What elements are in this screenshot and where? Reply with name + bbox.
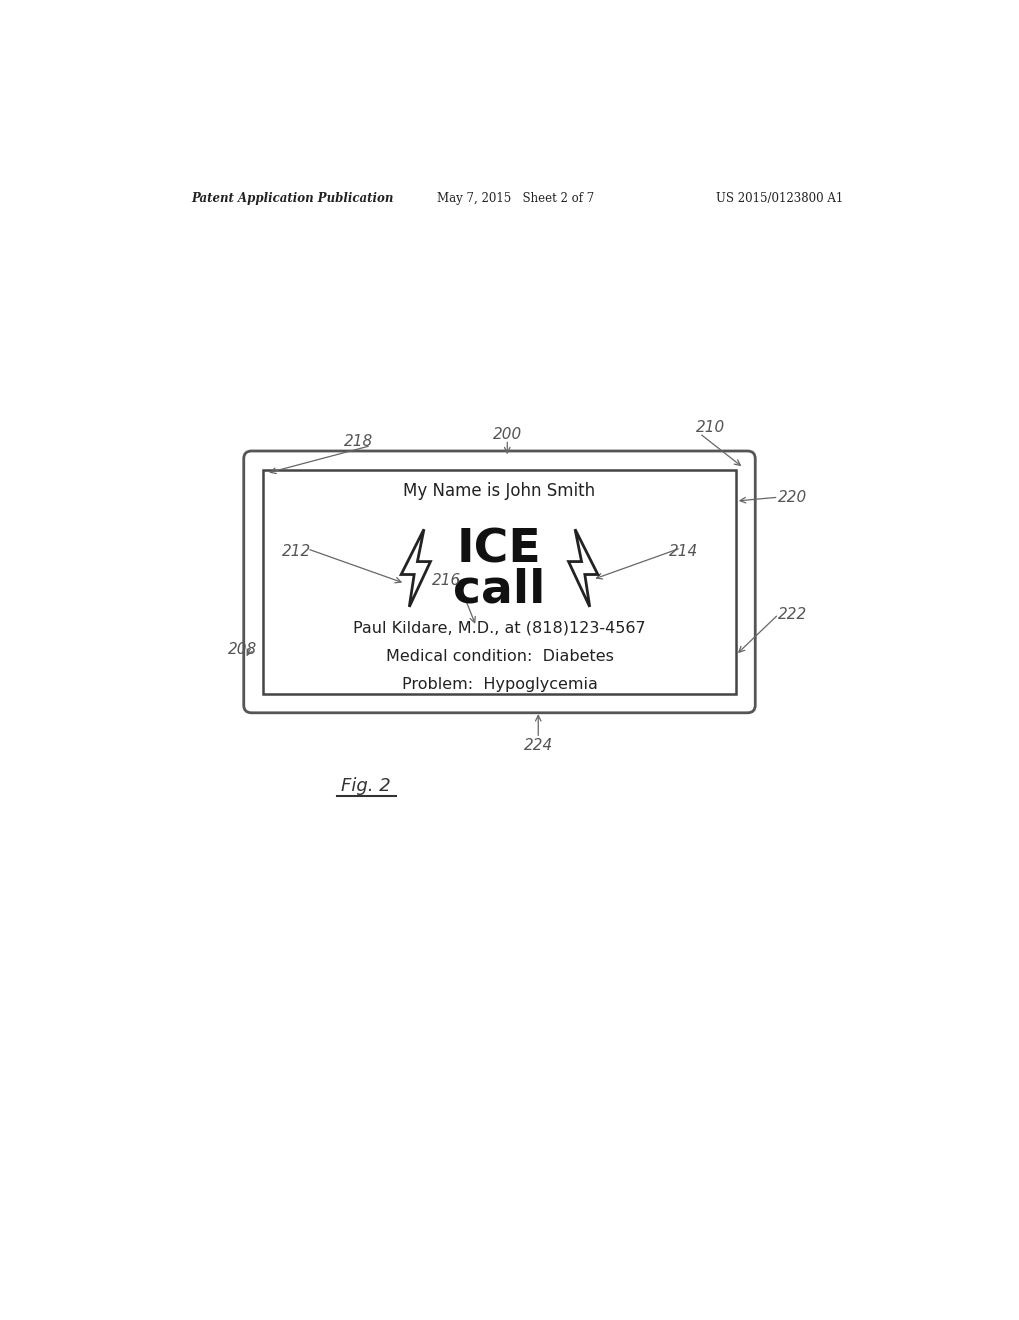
Text: ICE: ICE <box>457 527 541 572</box>
Text: 220: 220 <box>777 490 806 504</box>
Text: 224: 224 <box>523 738 552 752</box>
FancyBboxPatch shape <box>244 451 754 713</box>
Text: US 2015/0123800 A1: US 2015/0123800 A1 <box>715 191 843 205</box>
Text: call: call <box>452 568 545 612</box>
Text: 222: 222 <box>777 607 806 622</box>
Text: 208: 208 <box>227 642 257 657</box>
Text: 210: 210 <box>695 420 725 436</box>
Text: 212: 212 <box>281 544 311 558</box>
Bar <box>263 470 735 693</box>
Text: Medical condition:  Diabetes: Medical condition: Diabetes <box>385 649 612 664</box>
Text: May 7, 2015   Sheet 2 of 7: May 7, 2015 Sheet 2 of 7 <box>437 191 594 205</box>
Text: Paul Kildare, M.D., at (818)123-4567: Paul Kildare, M.D., at (818)123-4567 <box>353 620 645 636</box>
Text: 218: 218 <box>343 434 373 449</box>
Text: 214: 214 <box>668 544 698 558</box>
Text: Fig. 2: Fig. 2 <box>341 777 390 795</box>
Text: Patent Application Publication: Patent Application Publication <box>191 191 393 205</box>
Text: Problem:  Hypoglycemia: Problem: Hypoglycemia <box>401 677 597 692</box>
Text: My Name is John Smith: My Name is John Smith <box>404 482 595 500</box>
Text: 216: 216 <box>432 573 461 587</box>
Text: 200: 200 <box>492 426 522 442</box>
